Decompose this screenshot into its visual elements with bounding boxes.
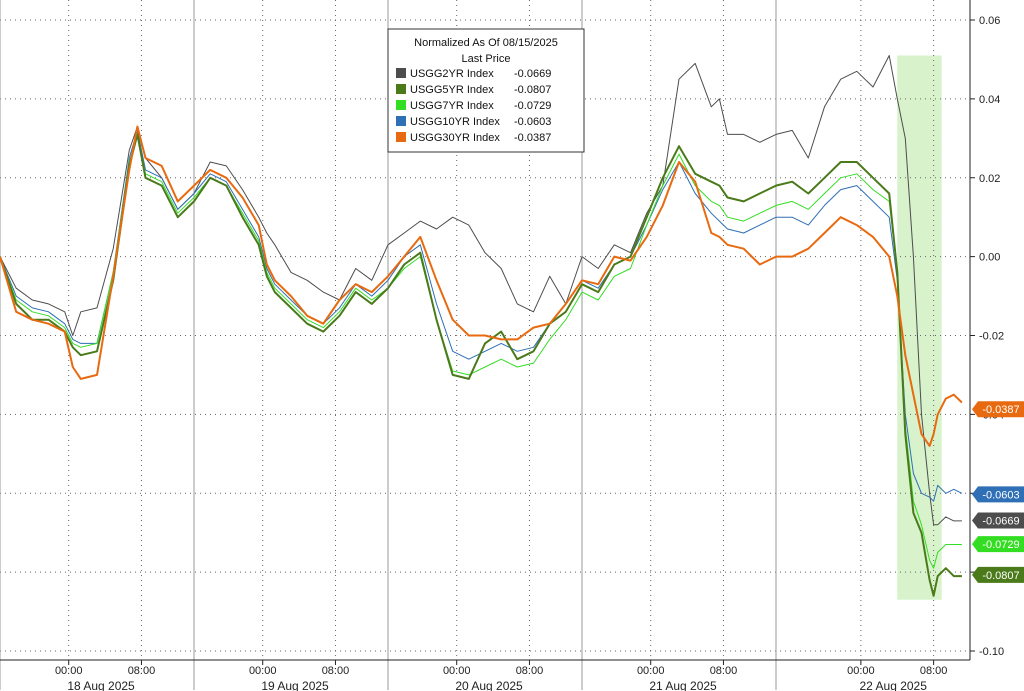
legend-swatch bbox=[396, 116, 406, 126]
last-value-tag-bg bbox=[972, 512, 1024, 529]
x-tick-label: 08:00 bbox=[322, 665, 350, 677]
last-value-tag: -0.0669 bbox=[972, 512, 1024, 529]
legend-swatch bbox=[396, 132, 406, 142]
legend-items: USGG2YR Index -0.0669 USGG5YR Index -0.0807… bbox=[396, 68, 551, 144]
legend-series-name: USGG10YR Index bbox=[410, 116, 500, 128]
legend-swatch bbox=[396, 84, 406, 94]
date-label: 22 Aug 2025 bbox=[860, 679, 928, 691]
legend-header-line2: Last Price bbox=[462, 53, 511, 65]
legend-series-name: USGG5YR Index bbox=[410, 84, 494, 96]
last-value-tag-bg bbox=[972, 566, 1024, 583]
x-tick-label: 00:00 bbox=[637, 665, 665, 677]
x-tick-label: 00:00 bbox=[55, 665, 83, 677]
legend-series-value: -0.0729 bbox=[514, 100, 551, 112]
last-value-tag-text: -0.0603 bbox=[982, 489, 1019, 501]
x-tick-label: 00:00 bbox=[249, 665, 277, 677]
y-tick-label: 0.00 bbox=[979, 252, 1000, 264]
date-label: 18 Aug 2025 bbox=[67, 679, 135, 691]
series-line-usgg5yr bbox=[0, 133, 962, 597]
legend-series-name: USGG7YR Index bbox=[410, 100, 494, 112]
legend-swatch bbox=[396, 68, 406, 78]
legend-series-name: USGG2YR Index bbox=[410, 68, 494, 80]
last-value-tag-bg bbox=[972, 536, 1024, 553]
legend-box bbox=[387, 28, 585, 153]
last-value-tag: -0.0603 bbox=[972, 486, 1024, 503]
date-label: 21 Aug 2025 bbox=[649, 679, 717, 691]
x-tick-label: 08:00 bbox=[920, 665, 948, 677]
legend-series-value: -0.0603 bbox=[514, 116, 551, 128]
last-value-tag-text: -0.0387 bbox=[982, 404, 1019, 416]
legend-swatch bbox=[396, 100, 406, 110]
legend: Normalized As Of 08/15/2025 Last Price U… bbox=[387, 28, 585, 153]
y-tick-label: -0.10 bbox=[979, 646, 1004, 658]
last-value-tag-bg bbox=[972, 401, 1024, 418]
last-value-tag-text: -0.0669 bbox=[982, 515, 1019, 527]
x-tick-label: 00:00 bbox=[847, 665, 875, 677]
x-axis-ticks: 00:00 08:00 00:00 08:00 00:00 08:00 00:00 08:00… bbox=[55, 660, 947, 691]
legend-series-value: -0.0387 bbox=[514, 132, 551, 144]
last-value-tag: -0.0729 bbox=[972, 536, 1024, 553]
last-value-tag-bg bbox=[972, 486, 1024, 503]
y-tick-label: 0.06 bbox=[979, 15, 1000, 27]
series-line-usgg2yr bbox=[0, 55, 962, 526]
highlight-region bbox=[897, 55, 942, 600]
legend-header-line1: Normalized As Of 08/15/2025 bbox=[414, 37, 558, 49]
y-tick-label: -0.02 bbox=[979, 331, 1004, 343]
y-axis-ticks: 0.060.040.020.00-0.02-0.04-0.06-0.08-0.1… bbox=[970, 15, 1004, 658]
x-tick-label: 08:00 bbox=[710, 665, 738, 677]
date-label: 19 Aug 2025 bbox=[261, 679, 329, 691]
x-tick-label: 08:00 bbox=[516, 665, 544, 677]
y-tick-label: 0.04 bbox=[979, 94, 1000, 106]
x-tick-label: 00:00 bbox=[443, 665, 471, 677]
series-line-usgg30yr bbox=[0, 125, 963, 447]
series-line-usgg7yr bbox=[0, 133, 962, 569]
legend-series-value: -0.0807 bbox=[514, 84, 551, 96]
last-value-tag: -0.0807 bbox=[972, 566, 1024, 583]
last-value-tag: -0.0387 bbox=[972, 401, 1024, 418]
grid-lines bbox=[0, 0, 970, 660]
last-value-tag-text: -0.0807 bbox=[982, 570, 1019, 582]
date-label: 20 Aug 2025 bbox=[455, 679, 523, 691]
highlight-band bbox=[897, 55, 942, 600]
y-tick-label: 0.02 bbox=[979, 173, 1000, 185]
x-tick-label: 08:00 bbox=[128, 665, 156, 677]
legend-series-value: -0.0669 bbox=[514, 68, 551, 80]
last-value-tag-text: -0.0729 bbox=[982, 539, 1019, 551]
legend-series-name: USGG30YR Index bbox=[410, 132, 500, 144]
last-value-tags: -0.0669 -0.0807 -0.0729 -0.0603 -0.0387 bbox=[972, 401, 1024, 583]
series-lines bbox=[0, 55, 963, 597]
